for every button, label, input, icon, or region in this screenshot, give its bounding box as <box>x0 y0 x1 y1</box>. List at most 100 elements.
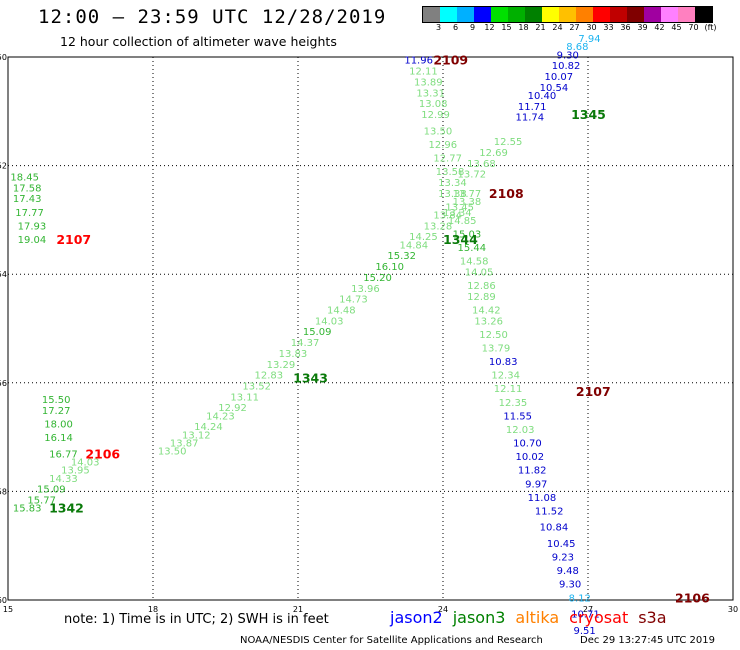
wave-height-label: 16.77 <box>49 449 78 460</box>
wave-height-label: 13.52 <box>242 382 271 393</box>
wave-height-label: 12.99 <box>421 110 450 121</box>
x-tick-label: 18 <box>148 605 158 614</box>
wave-height-label: 9.30 <box>559 580 581 591</box>
wave-height-label: 12.35 <box>499 398 528 409</box>
wave-height-label: 9.48 <box>557 566 579 577</box>
wave-height-label: 15.77 <box>27 496 56 507</box>
wave-height-label: 13.11 <box>230 392 259 403</box>
wave-height-label: 12.03 <box>506 425 535 436</box>
pass-id-label: 1342 <box>49 501 84 516</box>
color-scale-legend <box>422 6 713 23</box>
wave-height-label: 14.58 <box>460 257 489 268</box>
wave-height-label: 15.09 <box>303 327 332 338</box>
wave-height-label: 14.23 <box>206 411 235 422</box>
wave-height-label: 9.51 <box>574 626 596 637</box>
wave-height-label: 15.83 <box>13 504 42 515</box>
x-tick-label: 15 <box>3 605 13 614</box>
wave-height-label: 12.77 <box>433 153 462 164</box>
wave-height-label: 12.69 <box>479 148 508 159</box>
wave-height-label: 14.24 <box>194 422 223 433</box>
wave-height-label: 17.93 <box>18 221 47 232</box>
wave-height-label: 15.20 <box>363 273 392 284</box>
wave-height-label: 14.25 <box>409 232 438 243</box>
wave-height-label: 16.14 <box>44 433 73 444</box>
wave-height-label: 13.12 <box>182 430 211 441</box>
legend-label: (ft) <box>704 23 717 32</box>
wave-height-label: 12.11 <box>494 384 523 395</box>
wave-height-label: 15.50 <box>42 395 71 406</box>
wave-height-label: 13.72 <box>458 170 487 181</box>
wave-height-label: 12.83 <box>255 371 284 382</box>
legend-swatch <box>474 7 491 22</box>
wave-height-label: 13.95 <box>61 466 90 477</box>
wave-height-label: 12.11 <box>409 67 438 78</box>
wave-height-label: 13.34 <box>438 178 467 189</box>
wave-height-label: 13.31 <box>416 88 445 99</box>
credit-text: NOAA/NESDIS Center for Satellite Applica… <box>240 635 543 646</box>
timestamp-text: Dec 29 13:27:45 UTC 2019 <box>580 635 715 646</box>
pass-id-label: 1344 <box>443 232 478 247</box>
legend-swatch <box>508 7 525 22</box>
wave-height-label: 13.79 <box>482 344 511 355</box>
legend-label: 3 <box>435 23 442 32</box>
legend-label: 45 <box>671 23 682 32</box>
wave-height-label: 12.92 <box>218 403 247 414</box>
y-tick-label: -52 <box>0 162 7 171</box>
wave-height-label: 14.73 <box>339 295 368 306</box>
wave-height-label: 15.44 <box>458 243 487 254</box>
pass-id-label: 2107 <box>576 384 611 399</box>
wave-height-label: 13.50 <box>424 126 453 137</box>
wave-height-label: 12.55 <box>494 137 523 148</box>
wave-height-label: 13.34 <box>443 208 472 219</box>
legend-swatch <box>610 7 627 22</box>
wave-height-label: 10.40 <box>528 91 557 102</box>
wave-height-label: 11.82 <box>518 466 547 477</box>
wave-height-label: 14.48 <box>327 305 356 316</box>
wave-height-label: 10.84 <box>540 523 569 534</box>
wave-height-label: 17.58 <box>13 183 42 194</box>
legend-swatch <box>576 7 593 22</box>
legend-label: 18 <box>518 23 529 32</box>
satellite-jason2: jason2 <box>390 608 443 627</box>
wave-height-label: 10.71 <box>571 610 600 621</box>
x-tick-label: 27 <box>583 605 593 614</box>
wave-height-label: 17.27 <box>42 406 71 417</box>
wave-height-label: 14.03 <box>315 316 344 327</box>
color-scale-labels: 3 6 9 12 15 18 21 24 27 30 33 36 39 42 45 70 (ft) <box>422 23 740 35</box>
wave-height-label: 13.38 <box>453 197 482 208</box>
pass-id-label: 1345 <box>571 107 606 122</box>
wave-height-label: 10.82 <box>552 61 581 72</box>
legend-swatch <box>661 7 678 22</box>
footer-credit: NOAA/NESDIS Center for Satellite Applica… <box>240 635 715 646</box>
legend-label: 21 <box>535 23 546 32</box>
wave-height-label: 13.08 <box>419 99 448 110</box>
pass-id-label: 1343 <box>293 370 328 385</box>
wave-height-label: 8.12 <box>569 593 591 604</box>
legend-swatch <box>695 7 712 22</box>
wave-height-label: 17.77 <box>15 208 44 219</box>
wave-height-label: 13.58 <box>436 167 465 178</box>
legend-swatch <box>593 7 610 22</box>
footer-note: note: 1) Time is in UTC; 2) SWH is in fe… <box>64 612 329 627</box>
legend-label: 15 <box>501 23 512 32</box>
wave-height-label: 9.23 <box>552 553 574 564</box>
wave-height-label: 15.32 <box>387 251 416 262</box>
legend-label: 6 <box>452 23 459 32</box>
wave-height-label: 10.70 <box>513 439 542 450</box>
legend-swatch <box>627 7 644 22</box>
wave-height-label: 12.50 <box>479 330 508 341</box>
legend-swatch <box>644 7 661 22</box>
wave-height-label: 7.94 <box>578 34 600 45</box>
wave-height-label: 11.74 <box>516 113 545 124</box>
wave-height-label: 14.03 <box>71 458 100 469</box>
legend-swatch <box>525 7 542 22</box>
wave-height-label: 14.42 <box>472 305 501 316</box>
y-tick-label: -58 <box>0 487 7 496</box>
wave-height-label: 14.05 <box>465 267 494 278</box>
satellite-legend: jason2 jason3 altika cryosat s3a <box>390 608 677 627</box>
pass-id-label: 2108 <box>489 186 524 201</box>
wave-height-label: 18.00 <box>44 420 73 431</box>
y-tick-label: -54 <box>0 270 7 279</box>
wave-height-label: 13.28 <box>424 221 453 232</box>
legend-label: 24 <box>552 23 563 32</box>
